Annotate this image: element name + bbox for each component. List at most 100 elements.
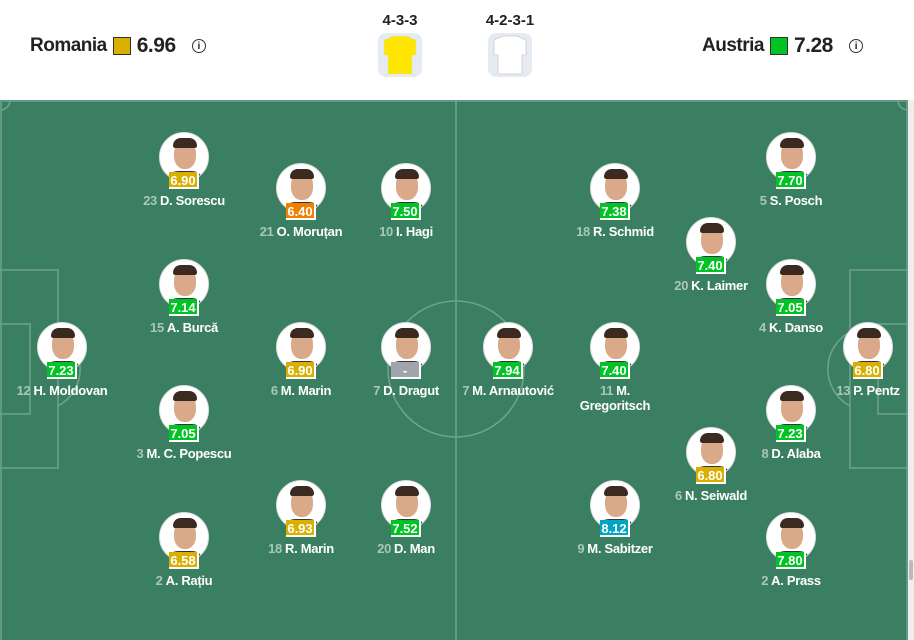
player-rating: 7.94 [493, 362, 523, 379]
player-number: 9 [577, 541, 585, 556]
player-rating: 7.40 [600, 362, 630, 379]
away-formation: 4-2-3-1 [485, 12, 535, 29]
player-number: 18 [268, 541, 282, 556]
player[interactable]: 6.80 6 N. Seiwald [651, 427, 771, 503]
player-rating: 6.80 [696, 467, 726, 484]
player-name: M. C. Popescu [146, 446, 232, 461]
player-avatar [381, 480, 431, 530]
player-number: 8 [761, 446, 769, 461]
player-rating: 7.23 [47, 362, 77, 379]
player-number: 12 [16, 383, 31, 398]
player-number: 2 [155, 573, 163, 588]
player-name: M. Sabitzer [587, 541, 653, 556]
player-name: S. Posch [769, 193, 823, 208]
player-name: D. Sorescu [159, 193, 225, 208]
player-number: 13 [836, 383, 851, 398]
away-team-rating: 7.28 [793, 34, 833, 57]
player-name: O. Moruțan [276, 224, 343, 239]
player-number: 10 [379, 224, 393, 239]
player-avatar [686, 427, 736, 477]
info-icon[interactable]: i [848, 39, 863, 53]
player-rating: 7.23 [776, 425, 806, 442]
player-name: M. Marin [280, 383, 332, 398]
away-team-name: Austria [702, 35, 764, 56]
player-rating: 7.05 [776, 299, 806, 316]
scrollbar[interactable] [908, 100, 914, 640]
player[interactable]: 7.40 20 K. Laimer [651, 217, 771, 293]
player[interactable]: 6.90 6 M. Marin [241, 322, 361, 398]
player-number: 6 [270, 383, 278, 398]
player-name: A. Burcă [166, 320, 218, 335]
match-header: Romania 6.96 i Austria 7.28 i 4-3-3 4-2-… [0, 0, 914, 100]
player[interactable]: 7.05 3 M. C. Popescu [124, 385, 244, 461]
player[interactable]: 7.38 18 R. Schmid [555, 163, 675, 239]
player[interactable]: 7.40 11 M. Gregoritsch [555, 322, 675, 413]
player-rating: 7.52 [391, 520, 421, 537]
player-rating: 6.40 [286, 203, 316, 220]
player-rating: 7.38 [600, 203, 630, 220]
player-number: 18 [576, 224, 590, 239]
player[interactable]: 7.70 5 S. Posch [731, 132, 851, 208]
player-number: 20 [674, 278, 689, 293]
pitch: 6.90 23 D. Sorescu 6.40 21 O. Moruțan 7.50… [0, 100, 908, 640]
home-team-name: Romania [30, 35, 107, 56]
player-rating: 7.80 [776, 552, 806, 569]
player-name: M. Arnautović [472, 383, 554, 398]
away-team: Austria 7.28 i [702, 34, 863, 58]
player-name: P. Pentz [853, 383, 900, 398]
player-name: N. Seiwald [684, 488, 747, 503]
player-rating: 6.58 [169, 552, 199, 569]
player-name: K. Laimer [691, 278, 748, 293]
player-rating: 6.90 [169, 172, 199, 189]
player-number: 23 [143, 193, 157, 208]
player[interactable]: 8.12 9 M. Sabitzer [555, 480, 675, 556]
home-rating-swatch [112, 37, 131, 55]
player-name: D. Man [394, 541, 435, 556]
player-avatar [381, 322, 431, 372]
player-number: 21 [259, 224, 274, 239]
player-name: D. Alaba [771, 446, 821, 461]
player-number: 11 [600, 383, 614, 398]
home-team-rating: 6.96 [136, 34, 176, 57]
player[interactable]: 7.94 7 M. Arnautović [448, 322, 568, 398]
player-avatar [590, 480, 640, 530]
player-rating: 7.05 [169, 425, 199, 442]
home-shirt-icon [378, 33, 422, 77]
player-rating: 7.40 [696, 257, 726, 274]
player-number: 4 [759, 320, 766, 335]
player-number: 7 [462, 383, 470, 398]
player-name: M. Gregoritsch [579, 383, 651, 413]
player-rating: 7.50 [391, 203, 421, 220]
player[interactable]: 6.93 18 R. Marin [241, 480, 361, 556]
player-name: A. Prass [771, 573, 821, 588]
player-rating: - [391, 362, 421, 379]
player[interactable]: 6.80 13 P. Pentz [808, 322, 914, 398]
player-avatar [766, 512, 816, 562]
player-name: I. Hagi [395, 224, 433, 239]
player-name: R. Marin [284, 541, 334, 556]
away-shirt-icon [488, 33, 532, 77]
info-icon[interactable]: i [191, 39, 206, 53]
player[interactable]: 7.05 4 K. Danso [731, 259, 851, 335]
player[interactable]: 6.90 23 D. Sorescu [124, 132, 244, 208]
player-rating: 6.80 [853, 362, 883, 379]
player[interactable]: 7.14 15 A. Burcă [124, 259, 244, 335]
player-number: 5 [759, 193, 767, 208]
player[interactable]: 7.23 12 H. Moldovan [2, 322, 122, 398]
away-rating-swatch [769, 37, 788, 55]
player-number: 15 [150, 320, 164, 335]
player[interactable]: 7.23 8 D. Alaba [731, 385, 851, 461]
player[interactable]: 6.40 21 O. Moruțan [241, 163, 361, 239]
player[interactable]: - 7 D. Dragut [346, 322, 466, 398]
player-rating: 7.14 [169, 299, 199, 316]
player-name: H. Moldovan [33, 383, 108, 398]
player-rating: 6.93 [286, 520, 316, 537]
player[interactable]: 7.50 10 I. Hagi [346, 163, 466, 239]
player[interactable]: 6.58 2 A. Rațiu [124, 512, 244, 588]
player[interactable]: 7.80 2 A. Prass [731, 512, 851, 588]
player-name: D. Dragut [383, 383, 439, 398]
home-team: Romania 6.96 i [30, 34, 206, 58]
player-number: 2 [761, 573, 769, 588]
player[interactable]: 7.52 20 D. Man [346, 480, 466, 556]
player-rating: 6.90 [286, 362, 316, 379]
